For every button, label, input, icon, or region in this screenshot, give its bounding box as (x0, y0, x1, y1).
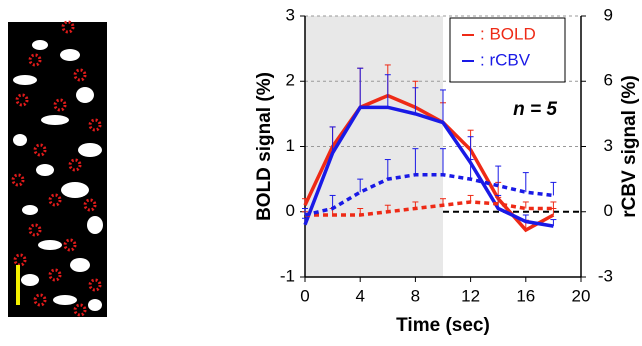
x-tick-label: 8 (411, 286, 420, 305)
x-axis-label: Time (sec) (396, 315, 490, 336)
microscopy-image (8, 22, 107, 317)
x-tick-label: 16 (516, 286, 535, 305)
y2-tick-label: -3 (598, 266, 613, 285)
figure: -10123-30369048121620Time (sec)BOLD sign… (0, 0, 642, 341)
x-tick-label: 12 (461, 286, 480, 305)
x-tick-label: 20 (572, 286, 591, 305)
y-tick-label: 2 (286, 71, 295, 90)
y2-axis-label: rCBV signal (%) (619, 75, 640, 218)
legend-label: : rCBV (480, 50, 531, 69)
y2-tick-label: 9 (604, 5, 613, 24)
y-tick-label: 1 (286, 136, 295, 155)
y-tick-label: 3 (286, 5, 295, 24)
y2-tick-label: 6 (604, 71, 613, 90)
y2-tick-label: 0 (604, 201, 613, 220)
y2-tick-label: 3 (604, 136, 613, 155)
y-tick-label: -1 (280, 266, 295, 285)
legend-label: : BOLD (480, 24, 536, 43)
y-tick-label: 0 (286, 201, 295, 220)
x-tick-label: 4 (355, 286, 364, 305)
x-tick-label: 0 (300, 286, 309, 305)
annotation: n = 5 (513, 99, 557, 120)
y-axis-label: BOLD signal (%) (254, 72, 275, 221)
